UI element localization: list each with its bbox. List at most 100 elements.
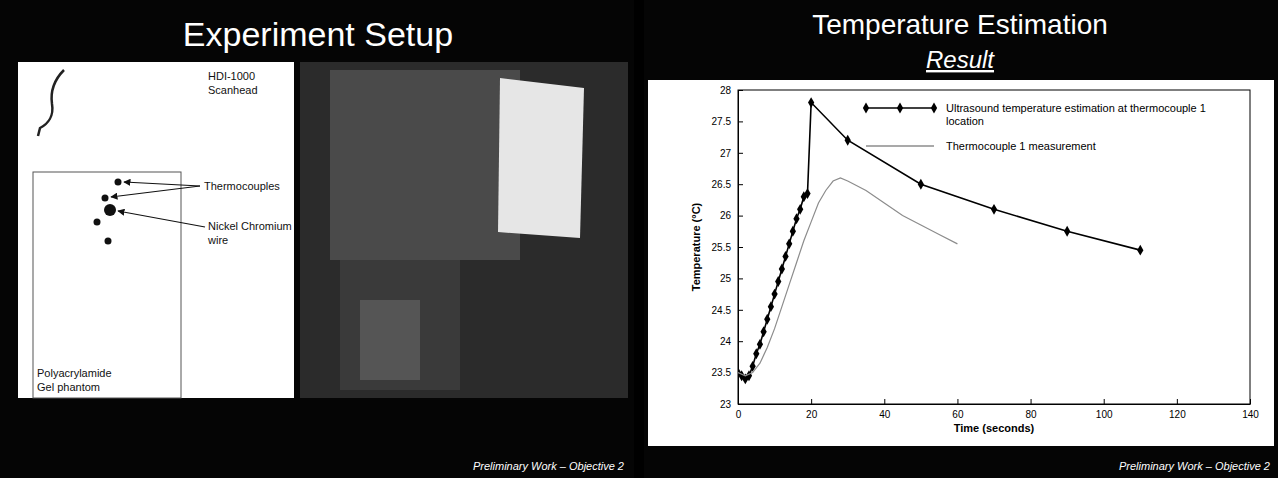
gel-phantom-box	[33, 172, 181, 398]
diagram-label-line: Polyacrylamide	[37, 367, 112, 379]
tick-mark	[957, 399, 958, 404]
tick: 25.5	[712, 242, 743, 253]
tick-label: 26	[720, 210, 732, 221]
series-marker	[1064, 226, 1070, 237]
tick-label: 23.5	[712, 367, 732, 378]
photo	[300, 62, 628, 398]
tick-mark	[738, 216, 743, 217]
tick-label: 28	[720, 85, 732, 96]
tick: 100	[1096, 399, 1113, 420]
diagram-label-line: Gel phantom	[37, 381, 100, 393]
plot-area	[738, 97, 1143, 384]
tick-mark	[1031, 399, 1032, 404]
tick-label: 24.5	[712, 305, 732, 316]
diagram-label-line: HDI-1000	[208, 70, 255, 82]
tick: 80	[1026, 399, 1038, 420]
diagram-label-line: Thermocouples	[204, 180, 280, 192]
axis-line	[739, 404, 1251, 405]
photo-background	[300, 62, 628, 398]
tick-label: 25.5	[712, 242, 732, 253]
slide-footer: Preliminary Work – Objective 2	[1119, 460, 1270, 472]
slide-right: Temperature Estimation Result Preliminary …	[644, 0, 1278, 478]
series-marker	[764, 314, 770, 325]
tick-mark	[1177, 399, 1178, 404]
photo-phantom	[498, 78, 584, 238]
legend-swatch	[866, 145, 934, 146]
photo-frame	[330, 70, 520, 260]
tick: 24	[720, 336, 743, 347]
phantom-dot	[105, 238, 112, 245]
tick: 140	[1242, 399, 1259, 420]
legend: Ultrasound temperature estimation at the…	[863, 102, 1206, 152]
series-line	[738, 103, 1140, 379]
diagram-label-line: wire	[207, 234, 228, 246]
slide-title: Experiment Setup	[183, 15, 453, 53]
series-marker	[757, 339, 763, 350]
series-marker	[845, 135, 851, 146]
legend-marker	[897, 103, 903, 114]
photo-base	[360, 300, 420, 380]
legend-marker	[931, 103, 937, 114]
slide-background	[644, 0, 1278, 478]
tick-mark	[1250, 399, 1251, 404]
tick-label: 0	[736, 409, 742, 420]
tick-label: 100	[1096, 409, 1113, 420]
legend-label-line: Thermocouple 1 measurement	[946, 140, 1096, 152]
tick-mark	[738, 278, 743, 279]
tick: 23	[720, 399, 743, 410]
tick: 20	[806, 399, 818, 420]
series-marker	[771, 289, 777, 300]
series-marker	[779, 264, 785, 275]
plot-frame	[738, 90, 1250, 404]
series-marker	[760, 326, 766, 337]
tick-mark	[738, 90, 743, 91]
legend-label-line: location	[946, 115, 984, 127]
diagram-label: Polyacrylamide Gel phantom	[37, 367, 112, 393]
series-marker	[790, 226, 796, 237]
tick-mark	[738, 153, 743, 154]
tick-mark	[738, 247, 743, 248]
tick-label: 140	[1242, 409, 1259, 420]
tick-label: 40	[879, 409, 891, 420]
y-axis: 2323.52424.52525.52626.52727.528	[712, 85, 743, 410]
slide-left: Experiment Setup HDI-1000 Scanhead Thermoco…	[0, 0, 634, 478]
series-marker	[793, 213, 799, 224]
tick: 27.5	[712, 116, 743, 127]
legend-marker	[863, 103, 869, 114]
diagram-panel	[18, 62, 294, 398]
tick: 60	[952, 399, 964, 420]
tick: 40	[879, 399, 891, 420]
tick: 26.5	[712, 179, 743, 190]
diagram-label-line: Scanhead	[208, 84, 258, 96]
chart-background	[648, 80, 1274, 446]
legend-label-line: Ultrasound temperature estimation at the…	[946, 102, 1206, 114]
series-marker	[808, 97, 814, 108]
chart-subtitle: Result	[926, 46, 995, 73]
series-marker	[1137, 245, 1143, 256]
arrow	[124, 182, 200, 186]
slide-footer: Preliminary Work – Objective 2	[473, 460, 624, 472]
x-axis: 0 20 40 60 80 100 120 140	[736, 399, 1260, 420]
photo-stand	[340, 260, 460, 390]
legend-label: Thermocouple 1 measurement	[946, 140, 1096, 152]
tick-label: 23	[720, 399, 732, 410]
tick-mark	[738, 310, 743, 311]
tick-mark	[738, 184, 743, 185]
x-axis-title: Time (seconds)	[954, 422, 1035, 434]
series-marker	[782, 251, 788, 262]
series-line	[738, 178, 957, 376]
y-axis-title: Temperature (°C)	[690, 202, 702, 291]
arrow	[111, 186, 200, 197]
series-marker	[775, 276, 781, 287]
diagram-label-line: Nickel Chromium	[208, 220, 292, 232]
chart-title: Temperature Estimation	[812, 9, 1108, 40]
tick-label: 80	[1026, 409, 1038, 420]
tick-mark	[884, 399, 885, 404]
series-marker	[786, 238, 792, 249]
phantom-dot	[115, 179, 122, 186]
series-marker	[804, 188, 810, 199]
phantom-dot	[104, 204, 116, 216]
tick-label: 120	[1169, 409, 1186, 420]
tick-mark	[811, 399, 812, 404]
series-marker	[797, 204, 803, 215]
